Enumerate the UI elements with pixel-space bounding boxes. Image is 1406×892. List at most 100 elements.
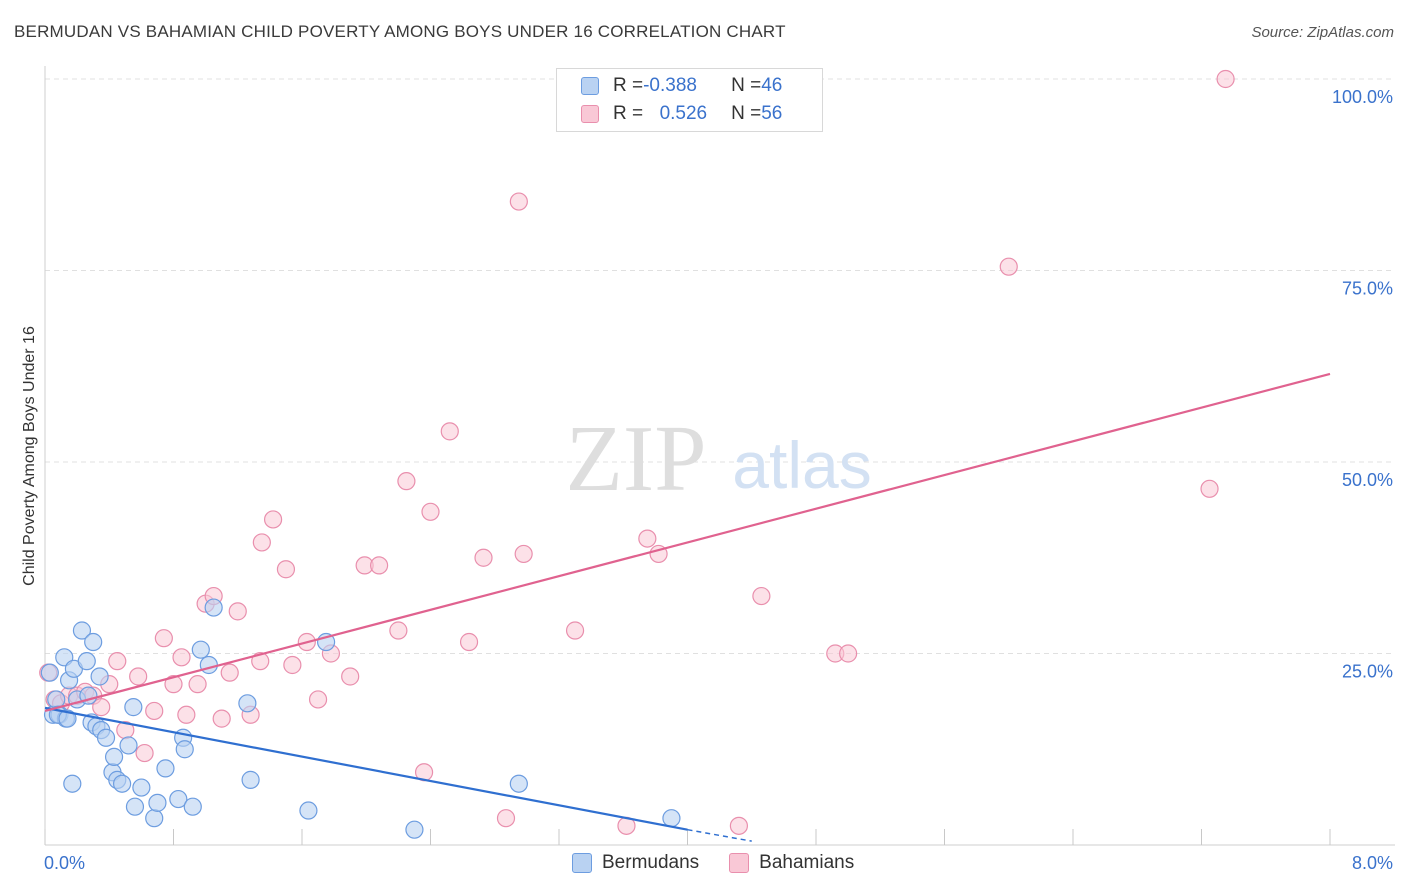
- bermudans-point: [509, 774, 528, 793]
- bermudans-point: [58, 709, 77, 728]
- legend-label: Bahamians: [759, 852, 855, 873]
- tick-labels: 25.0% 50.0% 75.0% 100.0% 0.0% 8.0%: [44, 87, 1393, 873]
- legend-item-bahamians: Bahamians: [729, 852, 854, 874]
- bahamians-point: [252, 533, 271, 552]
- bahamians-point: [752, 586, 771, 606]
- bermudans-point: [40, 663, 59, 682]
- n-value: 56: [761, 103, 783, 124]
- gridlines: [45, 78, 1395, 654]
- bermudans-point: [63, 774, 82, 793]
- bahamians-point: [1216, 69, 1235, 89]
- y-tick-label: 25.0%: [1342, 662, 1393, 682]
- y-tick-label: 75.0%: [1342, 279, 1393, 299]
- bermudans-point: [77, 652, 96, 671]
- y-tick-label: 100.0%: [1332, 87, 1393, 107]
- bahamians-point: [509, 192, 528, 211]
- bahamians-point: [145, 701, 164, 721]
- bahamians-point: [251, 652, 270, 671]
- bahamians-point: [839, 644, 858, 663]
- bahamians-point: [164, 675, 183, 694]
- r-label: R =: [613, 75, 644, 96]
- bahamians-point: [565, 621, 585, 640]
- bahamians-point: [135, 743, 154, 763]
- bahamians-point: [999, 257, 1018, 276]
- bahamians-point: [729, 816, 749, 835]
- bahamians-point: [370, 556, 389, 575]
- bahamians-swatch: [581, 105, 599, 123]
- r-label: R =: [613, 103, 644, 124]
- bermudans-point: [204, 598, 223, 617]
- bahamians-point: [638, 529, 657, 548]
- bermudans-point: [119, 736, 138, 755]
- bermudans-point: [156, 759, 175, 778]
- r-value: 0.526: [659, 103, 708, 124]
- n-value: 46: [761, 75, 783, 96]
- bahamians-point: [276, 560, 296, 579]
- bermudans-point: [84, 632, 103, 652]
- y-tick-label: 50.0%: [1342, 470, 1393, 490]
- bermudans-trend-line: [44, 706, 688, 831]
- bahamians-swatch: [729, 853, 750, 873]
- bermudans-point: [72, 621, 92, 640]
- bahamians-point: [220, 663, 239, 682]
- source-label: Source: ZipAtlas.com: [1251, 24, 1394, 41]
- bermudans-point: [175, 740, 194, 759]
- bahamians-point: [308, 690, 328, 709]
- bahamians-point: [177, 705, 196, 724]
- watermark-atlas: atlas: [732, 428, 871, 502]
- bermudans-point: [104, 747, 124, 767]
- bahamians-point: [496, 809, 516, 828]
- legend-label: Bermudans: [602, 852, 700, 873]
- bahamians-point: [1200, 479, 1219, 498]
- bahamians-point: [440, 422, 459, 441]
- bahamians-point: [188, 675, 207, 694]
- bahamians-point: [514, 544, 533, 564]
- bahamians-point: [283, 655, 302, 675]
- bermudans-point: [132, 778, 151, 797]
- bermudans-point: [169, 789, 188, 809]
- bermudans-point: [112, 774, 132, 793]
- n-label: N =: [731, 103, 762, 124]
- bermudans-point: [96, 728, 116, 747]
- legend-item-bermudans: Bermudans: [572, 852, 699, 874]
- bahamians-point: [154, 629, 173, 648]
- bahamians-point: [92, 698, 111, 717]
- series-legend: Bermudans Bahamians: [572, 852, 884, 874]
- bermudans-points: [40, 598, 681, 839]
- stats-legend: R = -0.388 N = 46 R = 0.526 N = 56: [556, 68, 823, 132]
- legend-row-bahamians: R = 0.526 N = 56: [581, 101, 782, 127]
- bermudans-point: [124, 698, 143, 717]
- bermudans-point: [662, 809, 681, 828]
- r-value: -0.388: [643, 75, 697, 96]
- axes: [44, 66, 1395, 846]
- bermudans-point: [405, 820, 424, 839]
- chart-title: BERMUDAN VS BAHAMIAN CHILD POVERTY AMONG…: [14, 22, 786, 41]
- bahamians-point: [397, 472, 416, 491]
- bermudans-point: [183, 797, 202, 816]
- bermudans-point: [145, 809, 164, 828]
- bahamians-point: [129, 667, 148, 686]
- bahamians-point: [228, 602, 247, 621]
- bermudans-point: [199, 655, 218, 675]
- watermark-zip: ZIP: [566, 407, 707, 511]
- x-tick-label: 8.0%: [1352, 853, 1393, 873]
- bermudans-point: [148, 793, 167, 812]
- bahamians-point: [474, 548, 493, 567]
- x-tick-label: 0.0%: [44, 853, 85, 873]
- bahamians-point: [263, 510, 283, 529]
- trend-lines: [44, 372, 1331, 842]
- bermudans-point: [125, 797, 145, 816]
- bermudans-trend-extension: [687, 828, 752, 842]
- bermudans-swatch: [581, 77, 599, 95]
- bahamians-point: [459, 632, 479, 652]
- bahamians-point: [421, 502, 440, 521]
- bahamians-point: [389, 621, 408, 640]
- bahamians-point: [341, 667, 360, 686]
- bermudans-point: [191, 640, 210, 659]
- n-label: N =: [731, 75, 762, 96]
- bermudans-point: [90, 667, 109, 686]
- bermudans-swatch: [572, 853, 592, 873]
- bermudans-point: [299, 801, 318, 820]
- bahamians-trend-line: [44, 372, 1331, 713]
